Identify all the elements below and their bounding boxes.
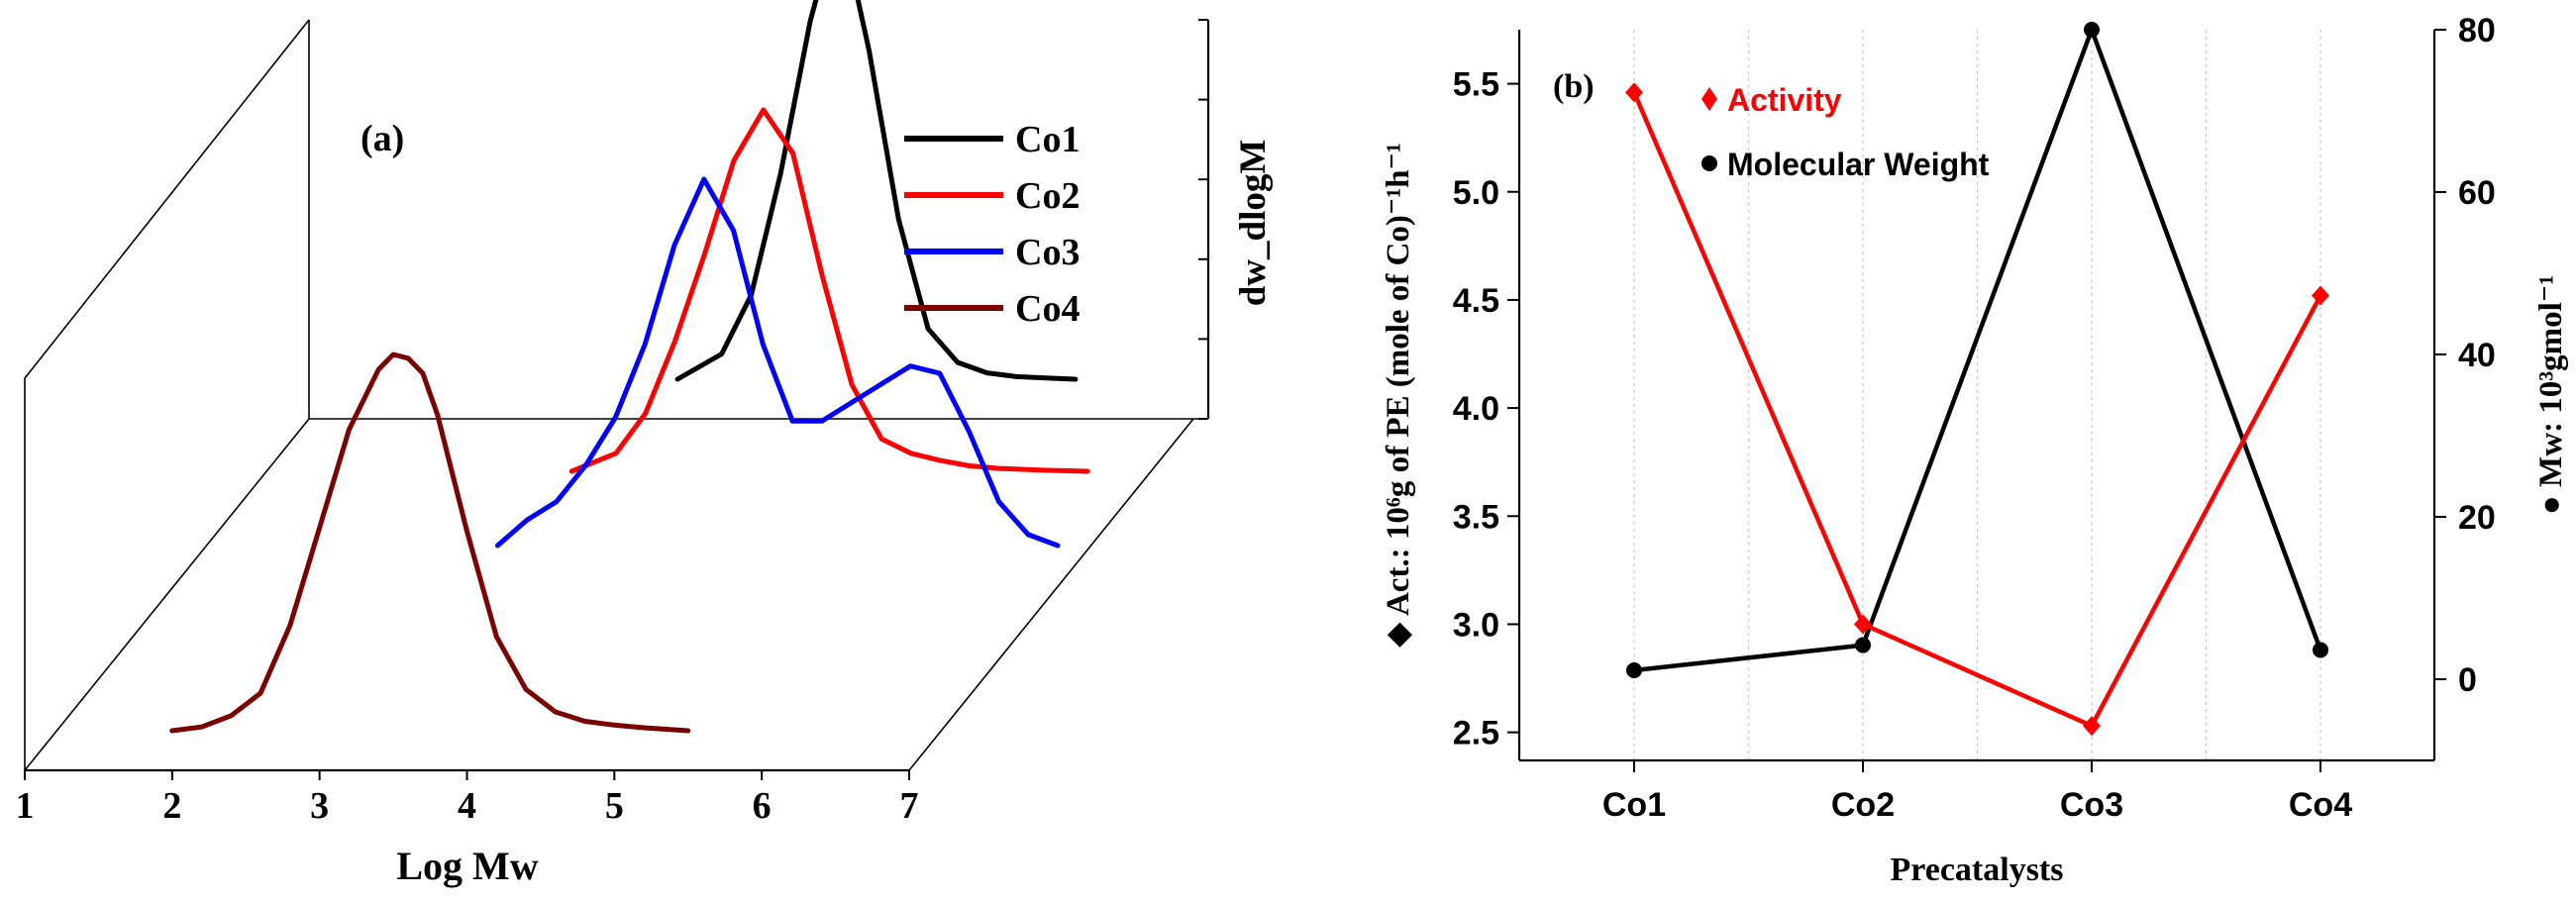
- left-axis-tick-label: 4.5: [1453, 282, 1499, 320]
- panel-b-left-axis-ticks: 2.5 3.0 3.5 4.0 4.5 5.0 5.5: [1453, 66, 1519, 752]
- left-axis-tick-label: 5.5: [1453, 66, 1499, 104]
- legend-label-molecular-weight: Molecular Weight: [1727, 147, 1990, 182]
- legend-label-co4: Co4: [1015, 288, 1080, 330]
- x-axis-tick-label: Co1: [1602, 786, 1666, 824]
- x-axis-tick-label: Co2: [1831, 786, 1895, 824]
- data-marker-molecular-weight: [2313, 642, 2328, 658]
- series-line-molecular-weight: [1633, 27, 2323, 673]
- data-marker-molecular-weight: [1855, 637, 1871, 653]
- legend-label-co1: Co1: [1015, 119, 1080, 160]
- right-axis-tick-label: 40: [2458, 337, 2496, 374]
- left-axis-tick-label: 3.5: [1453, 498, 1499, 536]
- data-marker-activity: [1625, 82, 1643, 103]
- panel-b-legend: Activity Molecular Weight: [1701, 82, 1990, 182]
- data-marker-molecular-weight: [1626, 661, 1642, 678]
- data-marker-activity: [1854, 614, 1872, 635]
- left-axis-tick-label: 3.0: [1453, 606, 1499, 644]
- series-line-co3: [494, 176, 1061, 549]
- series-line-co1: [674, 0, 1079, 382]
- panel-b-series: [1625, 22, 2329, 737]
- series-line-co4: [169, 351, 691, 734]
- left-axis-tick-label: 2.5: [1453, 715, 1499, 752]
- right-axis-tick-label: 60: [2458, 174, 2496, 212]
- data-marker-molecular-weight: [2084, 22, 2100, 38]
- data-marker-activity: [2083, 716, 2101, 737]
- series-line-co2: [568, 107, 1090, 474]
- legend-marker-molecular-weight: [1701, 155, 1717, 171]
- panel-b-left-axis-title: ◆ Act.: 10⁶g of PE (mole of Co)⁻¹h⁻¹: [1381, 143, 1416, 648]
- back-wall-frame: [308, 20, 1208, 420]
- legend-marker-activity: [1701, 87, 1717, 111]
- legend-label-co2: Co2: [1015, 175, 1080, 217]
- panel-a-waterfall-chart: 1 2 3 4 5 6 7 (a) Log Mw dw_dlogM Co1 Co2 Co3 Co4: [16, 0, 1274, 888]
- x-axis-tick-label: 1: [16, 785, 35, 827]
- x-axis-ticks: 1 2 3 4 5 6 7: [16, 770, 919, 827]
- x-axis-tick-label: 4: [458, 785, 476, 827]
- left-axis-tick-label: 5.0: [1453, 174, 1499, 212]
- x-axis-tick-label: 5: [605, 785, 624, 827]
- panel-b-x-axis-title: Precatalysts: [1891, 852, 2064, 888]
- panel-b-x-axis-ticks: Co1 Co2 Co3 Co4: [1602, 760, 2352, 824]
- panel-a-z-axis-title: dw_dlogM: [1233, 140, 1274, 307]
- panel-b-label: (b): [1553, 68, 1595, 105]
- panel-b-right-axis-title: ● Mw: 10³gmol⁻¹: [2533, 275, 2569, 515]
- legend-label-activity: Activity: [1727, 82, 1842, 118]
- panel-a-legend: Co1 Co2 Co3 Co4: [904, 119, 1080, 330]
- x-axis-tick-label: Co3: [2060, 786, 2123, 824]
- legend-label-co3: Co3: [1015, 232, 1080, 273]
- right-axis-tick-label: 80: [2458, 12, 2496, 50]
- x-axis-tick-label: 6: [753, 785, 772, 827]
- data-marker-activity: [2312, 285, 2329, 306]
- x-axis-tick-label: 7: [900, 785, 919, 827]
- panel-b-gridlines: [1633, 30, 2321, 760]
- x-axis-tick-label: 2: [162, 785, 181, 827]
- left-wall-frame: [24, 19, 310, 773]
- panel-b-right-axis-ticks: 0 20 40 60 80: [2434, 12, 2496, 699]
- x-axis-tick-label: Co4: [2289, 786, 2352, 824]
- panel-a-series: [169, 0, 1090, 734]
- z-axis-ticks: [1198, 19, 1208, 420]
- panel-a-label: (a): [361, 118, 404, 159]
- left-axis-tick-label: 4.0: [1453, 390, 1499, 428]
- panel-a-x-axis-title: Log Mw: [396, 844, 538, 888]
- right-axis-tick-label: 0: [2458, 661, 2477, 699]
- x-axis-tick-label: 3: [310, 785, 329, 827]
- series-line-activity: [1631, 91, 2322, 729]
- right-axis-tick-label: 20: [2458, 499, 2496, 537]
